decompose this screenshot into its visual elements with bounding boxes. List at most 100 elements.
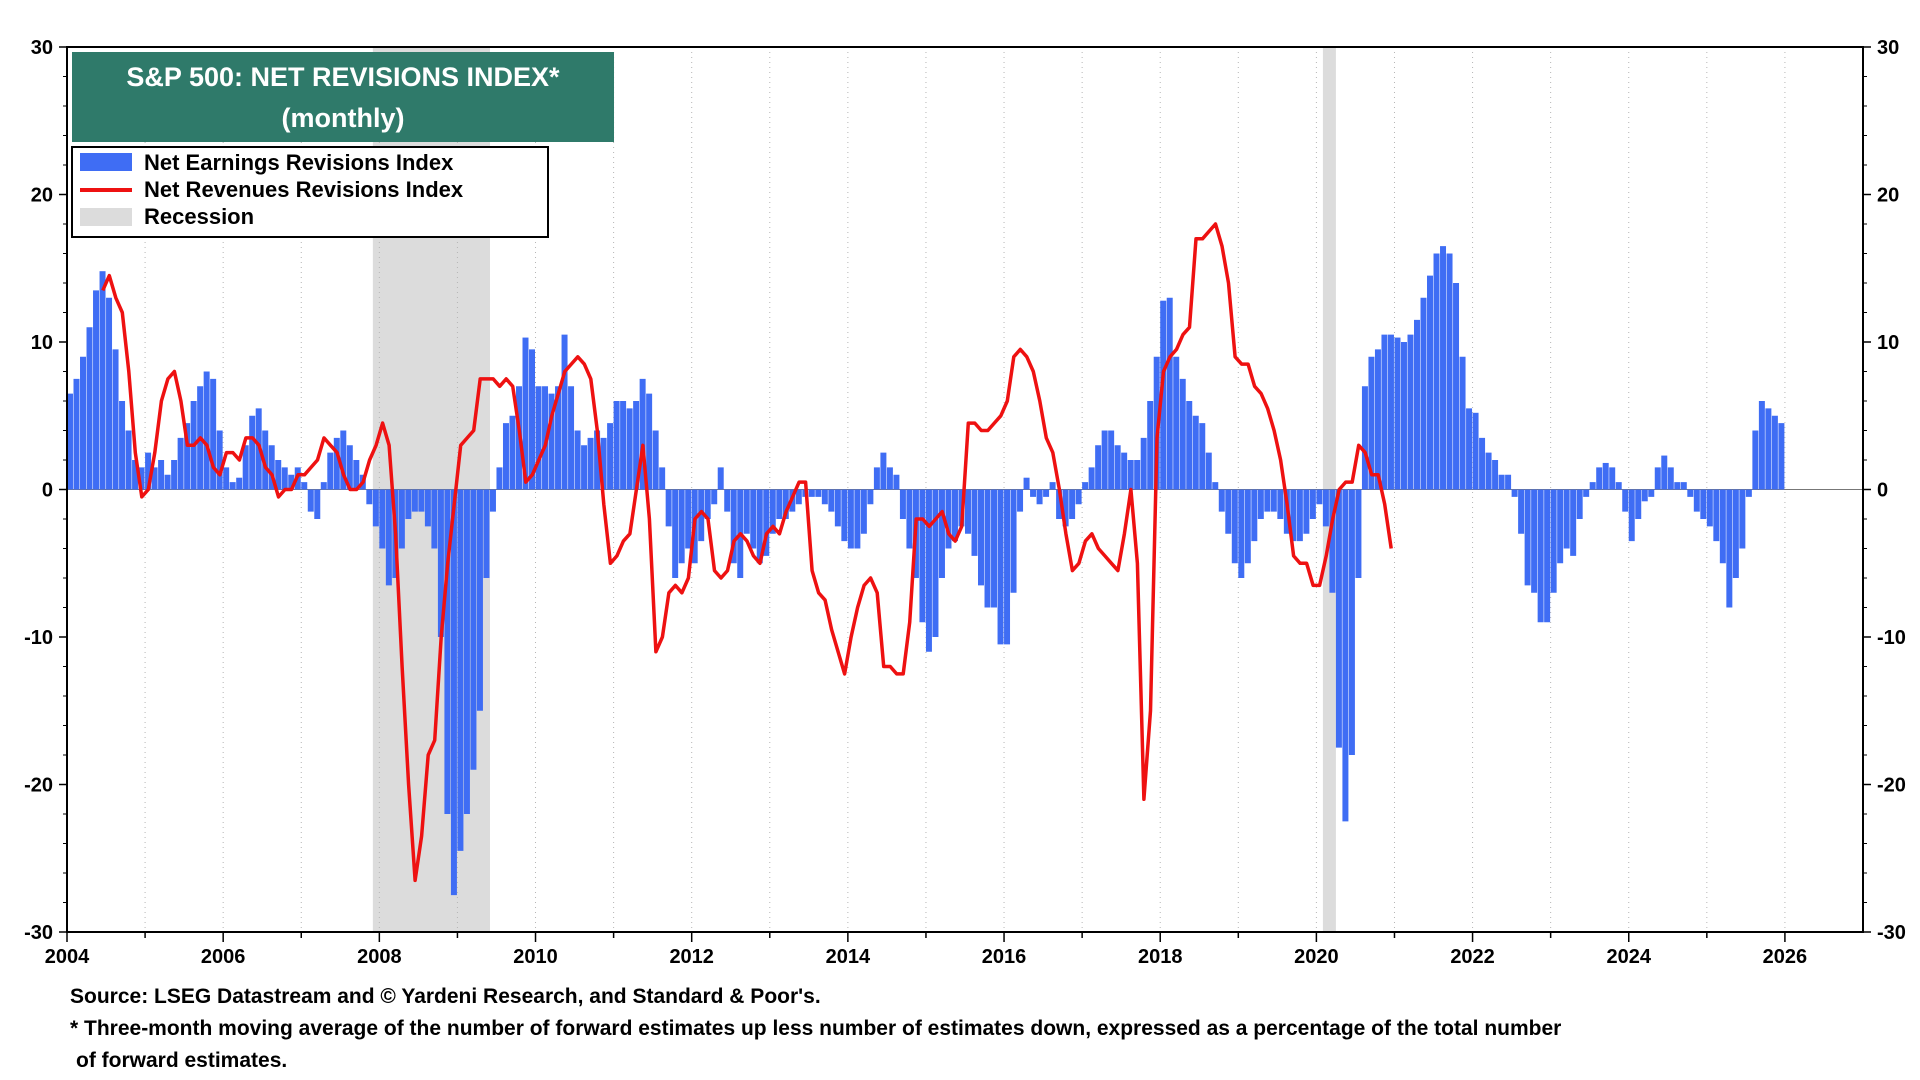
earnings-bar <box>216 430 223 490</box>
earnings-bar <box>659 467 666 490</box>
earnings-bar <box>450 489 457 896</box>
earnings-bar <box>1264 489 1271 512</box>
earnings-bar <box>1745 489 1752 497</box>
x-axis: 2004 2006 2008 2010 2012 2014 2016 2018 2020 2022… <box>45 932 1807 968</box>
earnings-bar <box>86 327 93 490</box>
earnings-bar <box>925 489 932 652</box>
x-tick-label: 2020 <box>1294 946 1339 968</box>
earnings-bar <box>502 423 509 490</box>
earnings-bar <box>1758 401 1765 490</box>
earnings-bar <box>1596 467 1603 490</box>
y-tick-label-left: 30 <box>31 37 53 59</box>
earnings-bar <box>646 393 653 490</box>
earnings-bar <box>242 445 249 490</box>
earnings-bar <box>1544 489 1551 623</box>
earnings-bar <box>724 489 731 512</box>
earnings-bar <box>379 489 386 549</box>
earnings-bar <box>1752 430 1759 490</box>
earnings-bar <box>730 489 737 564</box>
earnings-bar <box>1316 489 1323 505</box>
y-tick-label-right: 30 <box>1877 37 1899 59</box>
earnings-bar <box>600 437 607 490</box>
earnings-bar <box>711 489 718 505</box>
earnings-bar <box>320 482 327 490</box>
earnings-bar <box>1023 477 1030 490</box>
earnings-bar <box>249 415 256 490</box>
earnings-bar <box>288 474 295 490</box>
earnings-bar <box>1602 462 1609 490</box>
y-tick-label-left: -10 <box>24 627 53 649</box>
earnings-bar <box>1082 482 1089 490</box>
earnings-bar <box>1511 489 1518 497</box>
earnings-bar <box>1322 489 1329 527</box>
earnings-bar <box>470 489 477 770</box>
earnings-bar <box>457 489 464 851</box>
source-note: Source: LSEG Datastream and © Yardeni Re… <box>70 985 821 1008</box>
earnings-bar <box>795 489 802 505</box>
earnings-bar <box>1030 489 1037 497</box>
y-tick-label-right: 10 <box>1877 332 1899 354</box>
earnings-bar <box>327 452 334 490</box>
legend-box <box>71 146 549 238</box>
earnings-bar <box>1101 430 1108 490</box>
earnings-bar <box>411 489 418 512</box>
earnings-bar <box>756 489 763 564</box>
earnings-bar <box>808 489 815 497</box>
earnings-bar <box>1563 489 1570 549</box>
earnings-bar <box>1778 423 1785 490</box>
earnings-bar <box>568 386 575 490</box>
earnings-bar <box>1134 460 1141 490</box>
earnings-bar <box>281 467 288 490</box>
y-tick-label-left: -20 <box>24 775 53 797</box>
earnings-bar <box>581 445 588 490</box>
earnings-bar <box>1641 489 1648 502</box>
earnings-bar <box>1583 489 1590 497</box>
y-tick-label-left: -30 <box>24 922 53 944</box>
earnings-bar <box>1004 489 1011 645</box>
earnings-bar <box>587 437 594 490</box>
legend-swatch-recession <box>80 208 132 226</box>
earnings-bar <box>1557 489 1564 564</box>
earnings-bar <box>1687 489 1694 497</box>
earnings-bar <box>769 489 776 534</box>
earnings-bar <box>1459 356 1466 490</box>
earnings-bar <box>203 371 210 490</box>
earnings-bar <box>463 489 470 814</box>
earnings-bar <box>1296 489 1303 542</box>
earnings-bar <box>1648 489 1655 497</box>
earnings-bar <box>333 437 340 490</box>
earnings-bar <box>1706 489 1713 527</box>
earnings-bar <box>834 489 841 527</box>
earnings-bar <box>906 489 913 549</box>
earnings-bar <box>1036 489 1043 505</box>
earnings-bar <box>1719 489 1726 564</box>
x-tick-label: 2014 <box>826 946 871 968</box>
earnings-bar <box>1498 474 1505 490</box>
earnings-bar <box>685 489 692 549</box>
legend-swatch-earnings <box>80 153 132 171</box>
y-tick-label-left: 10 <box>31 332 53 354</box>
earnings-bar <box>1446 253 1453 490</box>
earnings-bar <box>1427 275 1434 490</box>
earnings-bar <box>223 467 230 490</box>
earnings-bar <box>184 423 191 490</box>
earnings-bar <box>763 489 770 556</box>
earnings-bar <box>1453 283 1460 490</box>
y-tick-label-right: -10 <box>1877 627 1906 649</box>
earnings-bar <box>1049 482 1056 490</box>
earnings-bar <box>1290 489 1297 542</box>
earnings-bar <box>275 460 282 490</box>
earnings-bar <box>1492 460 1499 490</box>
earnings-bar <box>73 378 80 490</box>
earnings-bar <box>1342 489 1349 822</box>
earnings-bar <box>1017 489 1024 512</box>
earnings-bar <box>112 349 119 490</box>
earnings-bar <box>1466 408 1473 490</box>
earnings-bar <box>1062 489 1069 527</box>
earnings-bar <box>1661 455 1668 490</box>
earnings-bar <box>1251 489 1258 542</box>
earnings-bar <box>1127 460 1134 490</box>
earnings-bar <box>1173 356 1180 490</box>
earnings-bar <box>151 467 158 490</box>
